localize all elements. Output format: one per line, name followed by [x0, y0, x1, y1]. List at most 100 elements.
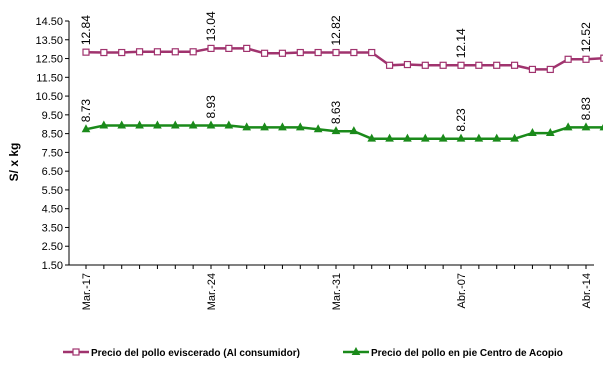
- series-point-marker: [135, 48, 144, 56]
- series-point-marker: [600, 54, 603, 62]
- series-point-marker: [582, 55, 590, 63]
- series-point-marker: [403, 60, 412, 69]
- series-point-marker: [475, 61, 483, 69]
- series-point-marker: [99, 120, 109, 129]
- y-tick-label: 8.50: [42, 129, 63, 141]
- series-point-marker: [599, 123, 603, 131]
- y-tick-label: 14.50: [35, 16, 63, 28]
- series-point-marker: [368, 48, 376, 57]
- data-label: 12.14: [454, 28, 468, 58]
- series-point-marker: [367, 133, 377, 142]
- series-point-marker: [170, 120, 180, 129]
- data-label: 12.84: [79, 15, 93, 45]
- series-point-marker: [456, 133, 466, 142]
- series-point-marker: [100, 48, 108, 57]
- series-point-marker: [189, 48, 197, 56]
- series-point-marker: [385, 61, 394, 69]
- y-axis-label: S/ x kg: [7, 143, 21, 182]
- series-point-marker: [439, 61, 447, 69]
- series-point-marker: [118, 48, 126, 57]
- series-point-marker: [207, 44, 215, 53]
- series-point-marker: [313, 124, 323, 133]
- y-tick-label: 13.50: [35, 35, 63, 47]
- series-point-marker: [510, 133, 519, 142]
- series-point-marker: [350, 48, 358, 57]
- series-point-marker: [82, 48, 90, 56]
- y-tick-label: 7.50: [42, 147, 63, 159]
- series-point-marker: [421, 61, 429, 69]
- series-point-marker: [295, 122, 305, 131]
- y-tick-label: 11.50: [36, 72, 63, 84]
- series-point-marker: [563, 122, 573, 131]
- series-point-marker: [564, 55, 572, 63]
- data-label: 8.93: [204, 95, 218, 119]
- series-point-marker: [493, 61, 501, 69]
- series-point-marker: [474, 133, 484, 142]
- series-point-marker: [171, 48, 179, 56]
- y-tick-label: 3.50: [42, 222, 63, 234]
- series-point-marker: [510, 61, 519, 69]
- series-point-marker: [225, 44, 233, 53]
- y-tick-label: 9.50: [42, 110, 63, 122]
- series-point-marker: [528, 65, 537, 74]
- y-tick-label: 10.50: [35, 91, 63, 103]
- series-point-marker: [385, 133, 394, 142]
- series-point-marker: [224, 120, 234, 129]
- series-point-marker: [260, 122, 269, 131]
- series-point-marker: [581, 122, 591, 131]
- series-point-marker: [546, 65, 554, 74]
- y-tick-label: 4.50: [42, 204, 63, 216]
- legend-marker-1: [72, 348, 80, 356]
- axes: [68, 21, 594, 266]
- x-axis-ticks: Mar.-17 Mar.-24 Mar.-31 Abr.-07 Abr.-14: [81, 265, 593, 310]
- y-tick-label: 12.50: [35, 54, 63, 66]
- x-tick-label: Mar.-31: [331, 273, 343, 310]
- series-point-marker: [349, 126, 359, 135]
- series-point-marker: [278, 49, 287, 57]
- y-tick-label: 6.50: [42, 166, 63, 178]
- series-line-1: [85, 47, 603, 71]
- series-point-marker: [438, 133, 448, 142]
- legend-marker-2: [351, 346, 361, 355]
- legend-label-2: Precio del pollo en pie Centro de Acopio: [371, 348, 563, 359]
- y-tick-label: 1.50: [42, 260, 63, 272]
- series-point-marker: [528, 127, 537, 137]
- series-point-marker: [545, 127, 555, 137]
- data-labels: 12.84 13.04 12.82 12.14 12.52 8.73 8.93 8.63 8.2…: [79, 11, 593, 132]
- data-label: 13.04: [204, 11, 218, 41]
- series-point-marker: [242, 122, 252, 131]
- series-point-marker: [188, 120, 198, 129]
- series-line-2: [85, 124, 603, 140]
- data-label: 8.63: [329, 100, 343, 124]
- x-tick-label: Mar.-24: [206, 273, 218, 310]
- legend-label-1: Precio del pollo eviscerado (Al consumid…: [91, 348, 300, 359]
- x-tick-label: Abr.-07: [456, 273, 468, 308]
- y-tick-label: 2.50: [42, 241, 63, 253]
- series-point-marker: [260, 49, 269, 57]
- data-label: 12.52: [579, 22, 593, 52]
- series-point-marker: [331, 126, 341, 135]
- series-point-marker: [403, 133, 412, 142]
- data-label: 8.83: [579, 97, 593, 121]
- y-axis-ticks: 14.50 13.50 12.50 11.50 10.50 9.50 8.50 7.50 6.5…: [35, 16, 69, 272]
- series-group: [81, 44, 603, 142]
- series-point-marker: [117, 120, 127, 129]
- series-point-marker: [278, 122, 287, 131]
- legend: Precio del pollo eviscerado (Al consumid…: [63, 346, 563, 359]
- series-point-marker: [492, 133, 502, 142]
- series-point-marker: [420, 133, 430, 142]
- data-label: 12.82: [329, 15, 343, 45]
- series-point-marker: [314, 48, 322, 57]
- series-point-marker: [332, 48, 340, 57]
- series-point-marker: [206, 120, 216, 129]
- series-point-marker: [81, 124, 91, 133]
- series-point-marker: [296, 48, 304, 57]
- data-label: 8.73: [79, 99, 93, 123]
- y-tick-label: 5.50: [42, 185, 63, 197]
- series-point-marker: [153, 48, 162, 56]
- data-label: 8.23: [454, 108, 468, 132]
- x-tick-label: Abr.-14: [581, 273, 593, 308]
- series-point-marker: [153, 120, 162, 129]
- series-point-marker: [135, 120, 144, 129]
